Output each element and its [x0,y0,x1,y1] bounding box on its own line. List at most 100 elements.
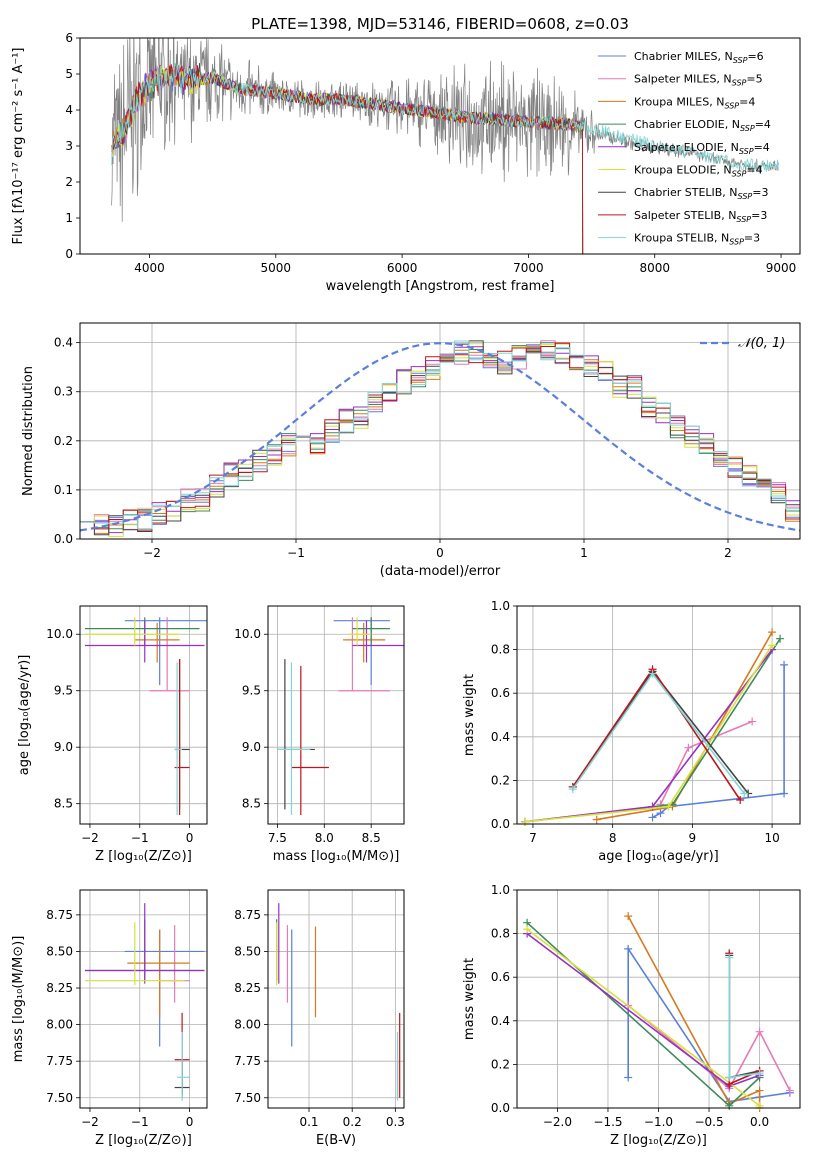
y-axis-label: age [log₁₀(age/yr)] [17,655,32,776]
error-bars [276,903,401,1101]
histogram-panel: −2 −1 0 1 2 0.0 0.1 0.2 0.3 0.4 (data-model)/error… [21,322,801,579]
weight-marker [748,717,757,726]
y-tick-label: 0.4 [491,1014,510,1028]
y-tick-label: 8.25 [234,981,261,995]
weight-marker [736,796,745,805]
x-tick-label: 4000 [134,261,165,275]
x-tick-label: 8.5 [362,831,381,845]
x-tick-label: 0.2 [343,1115,362,1129]
x-tick-label: −1 [131,1115,149,1129]
y-tick-label: 1.0 [491,599,510,613]
y-tick-label: 0.1 [54,483,73,497]
weight-marker [568,785,577,794]
spectrum-legend: Chabrier MILES, NSSP=6 Salpeter MILES, NS… [598,50,771,247]
plot-frame [79,37,801,255]
x-tick-label: 7.5 [268,831,287,845]
weight-line-kroupa_miles [627,915,761,1108]
weight-marker [592,815,601,824]
mass_vs_EBV-panel: 0.1 0.2 0.3 7.50 7.75 8.00 8.25 8.50 8.75 E(B-V) [234,889,405,1148]
weight-line-kroupa_elodie [526,928,761,1107]
x-axis-label: E(B-V) [316,1133,356,1148]
x-tick-label: 9000 [766,261,797,275]
weight-marker [648,813,657,822]
y-axis-label: mass [log₁₀(M/M⊙)] [11,936,26,1063]
y-axis-label: mass weight [462,674,477,756]
weight-marker [523,925,532,934]
y-tick-label: 0.0 [491,1101,510,1115]
x-tick-label: 8 [609,831,617,845]
normal-curve [80,342,800,532]
model-spectrum-kroupa_stelib [111,60,779,173]
y-tick-label: 5 [65,67,73,81]
y-tick-label: 0.6 [491,686,510,700]
y-tick-label: 8.5 [242,797,261,811]
weight-marker [780,789,789,798]
y-tick-label: 7.50 [234,1091,261,1105]
x-axis-label: (data-model)/error [380,564,501,579]
y-tick-label: 8.00 [46,1018,73,1032]
y-tick-label: 1 [65,211,73,225]
age_vs_mass-panel: 7.5 8.0 8.5 8.5 9.0 9.5 10.0 mass [log₁₀(M/M⊙)] [234,605,405,864]
y-tick-label: 6 [65,31,73,45]
y-tick-label: 0.2 [491,1057,510,1071]
y-tick-label: 7.50 [46,1091,73,1105]
y-tick-label: 8.50 [46,944,73,958]
legend-entry: Chabrier MILES, NSSP=6 [634,50,764,65]
y-axis-label: mass weight [462,958,477,1040]
y-tick-label: 8.25 [46,981,73,995]
model-spectrum-salpeter_stelib [111,64,584,254]
x-tick-label: −2 [81,831,99,845]
x-tick-label: −1.5 [593,1115,622,1129]
y-tick-label: 0.8 [491,643,510,657]
y-tick-label: 9.5 [54,684,73,698]
weight-marker [755,1069,764,1078]
legend-entry: Chabrier STELIB, NSSP=3 [634,186,768,201]
x-axis-label: Z [log₁₀(Z/Z⊙)] [95,1133,192,1148]
y-tick-label: 0.0 [54,532,73,546]
legend-entry: Salpeter STELIB, NSSP=3 [634,209,767,224]
weight-marker [755,1086,764,1095]
x-tick-label: −1 [131,831,149,845]
weight-marker [520,817,529,826]
x-tick-label: −2 [81,1115,99,1129]
x-tick-label: −1 [287,546,305,560]
histogram-kroupa_stelib [80,340,800,530]
weight-marker [648,802,657,811]
y-tick-label: 7.75 [234,1054,261,1068]
x-tick-label: 6000 [387,261,418,275]
x-tick-label: −0.5 [694,1115,723,1129]
weight-marker [624,944,633,953]
weight-marker [684,743,693,752]
plot-frame [79,889,208,1109]
y-tick-label: 0.0 [491,817,510,831]
weight-line-salpeter_miles [627,1004,791,1091]
plot-frame [79,605,208,825]
y-tick-label: 0.2 [54,434,73,448]
plot-frame [267,605,405,825]
x-tick-label: 8.0 [315,831,334,845]
x-axis-label: age [log₁₀(age/yr)] [598,849,719,864]
y-tick-label: 8.75 [234,908,261,922]
histogram-steps [80,340,800,537]
error-bars [277,617,404,815]
y-tick-label: 0.6 [491,970,510,984]
x-tick-label: 10 [764,831,779,845]
x-tick-label: −1.0 [644,1115,673,1129]
legend-entry: Kroupa STELIB, NSSP=3 [634,232,760,247]
x-tick-label: 7 [529,831,537,845]
legend-entry: Salpeter MILES, NSSP=5 [634,73,763,88]
spectrum-panel: 4000 5000 6000 7000 8000 9000 0 1 2 3 4 5 6 wavelengt… [11,31,801,294]
y-tick-label: 0.3 [54,385,73,399]
weight-marker [648,669,657,678]
y-tick-label: 8.5 [54,797,73,811]
x-tick-label: 9 [689,831,697,845]
weight-marker [768,641,777,650]
x-tick-label: −2 [143,546,161,560]
y-tick-label: 8.75 [46,908,73,922]
weight-marker [725,953,734,962]
x-tick-label: 0 [186,1115,194,1129]
x-tick-label: 0.0 [750,1115,769,1129]
legend-entry: Salpeter ELODIE, NSSP=4 [634,141,770,156]
y-tick-label: 9.5 [242,684,261,698]
